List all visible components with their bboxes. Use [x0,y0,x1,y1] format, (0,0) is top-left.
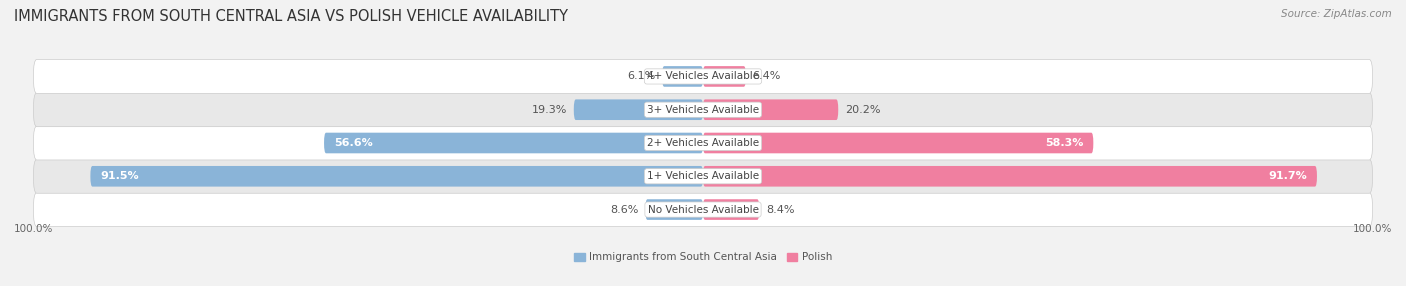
Text: No Vehicles Available: No Vehicles Available [648,204,758,214]
FancyBboxPatch shape [34,192,1372,227]
FancyBboxPatch shape [34,93,1372,127]
Text: 58.3%: 58.3% [1045,138,1083,148]
FancyBboxPatch shape [645,199,703,220]
Text: 91.7%: 91.7% [1268,171,1308,181]
Legend: Immigrants from South Central Asia, Polish: Immigrants from South Central Asia, Poli… [574,252,832,262]
Text: 100.0%: 100.0% [1353,224,1392,234]
Text: 6.1%: 6.1% [627,72,655,82]
FancyBboxPatch shape [34,159,1372,193]
Text: 6.4%: 6.4% [752,72,780,82]
FancyBboxPatch shape [703,66,745,87]
FancyBboxPatch shape [662,66,703,87]
Text: 19.3%: 19.3% [531,105,567,115]
Text: IMMIGRANTS FROM SOUTH CENTRAL ASIA VS POLISH VEHICLE AVAILABILITY: IMMIGRANTS FROM SOUTH CENTRAL ASIA VS PO… [14,9,568,23]
Text: Source: ZipAtlas.com: Source: ZipAtlas.com [1281,9,1392,19]
Text: 8.6%: 8.6% [610,204,638,214]
Text: 56.6%: 56.6% [335,138,373,148]
FancyBboxPatch shape [703,133,1094,153]
FancyBboxPatch shape [34,126,1372,160]
FancyBboxPatch shape [703,199,759,220]
Text: 2+ Vehicles Available: 2+ Vehicles Available [647,138,759,148]
FancyBboxPatch shape [34,59,1372,94]
Text: 20.2%: 20.2% [845,105,880,115]
Text: 4+ Vehicles Available: 4+ Vehicles Available [647,72,759,82]
FancyBboxPatch shape [574,100,703,120]
Text: 100.0%: 100.0% [14,224,53,234]
Text: 91.5%: 91.5% [100,171,139,181]
FancyBboxPatch shape [703,166,1317,186]
FancyBboxPatch shape [323,133,703,153]
Text: 3+ Vehicles Available: 3+ Vehicles Available [647,105,759,115]
FancyBboxPatch shape [703,100,838,120]
Text: 8.4%: 8.4% [766,204,794,214]
Text: 1+ Vehicles Available: 1+ Vehicles Available [647,171,759,181]
FancyBboxPatch shape [90,166,703,186]
